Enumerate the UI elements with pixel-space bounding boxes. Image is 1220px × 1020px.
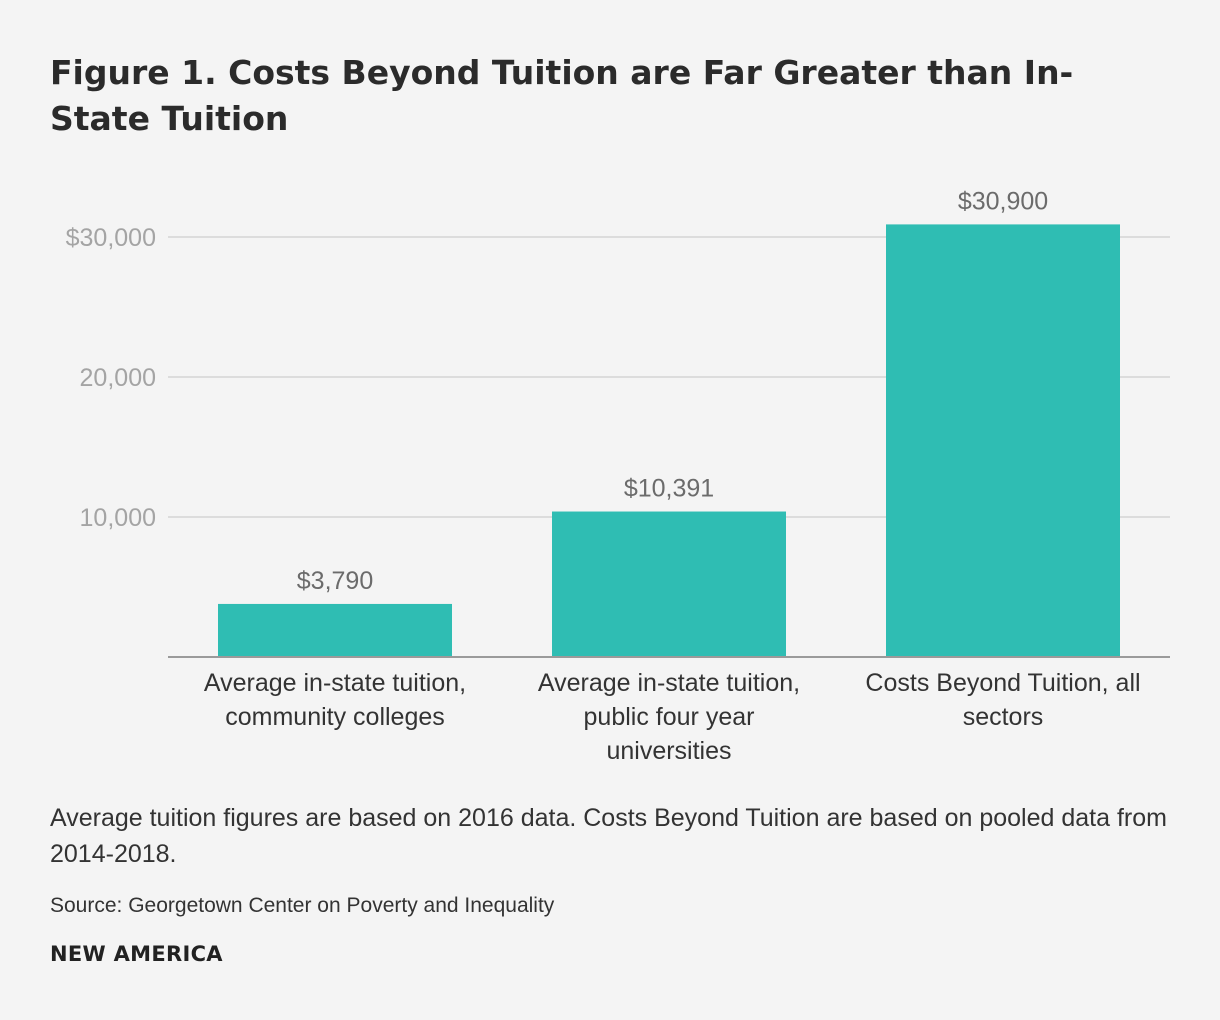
- y-tick-label-30000: $30,000: [66, 224, 156, 252]
- chart-source: Source: Georgetown Center on Poverty and…: [50, 894, 555, 917]
- data-label-0: $3,790: [297, 567, 373, 595]
- bar-0: [218, 603, 452, 657]
- y-tick-label-20000: 20,000: [80, 364, 156, 392]
- category-label-public-four-year: Average in-state tuition, public four ye…: [537, 669, 801, 765]
- chart-title: Figure 1. Costs Beyond Tuition are Far G…: [50, 53, 1074, 138]
- data-label-1: $10,391: [624, 475, 714, 503]
- category-label-community-colleges: Average in-state tuition, community coll…: [203, 669, 467, 731]
- bar-1: [552, 511, 786, 657]
- bar-2: [886, 224, 1120, 657]
- chart-note: Average tuition figures are based on 201…: [50, 804, 1167, 868]
- brand-logo-text: NEW AMERICA: [50, 942, 223, 966]
- category-label-costs-beyond-tuition: Costs Beyond Tuition, all sectors: [865, 669, 1141, 731]
- y-tick-label-10000: 10,000: [80, 504, 156, 532]
- data-label-2: $30,900: [958, 187, 1048, 215]
